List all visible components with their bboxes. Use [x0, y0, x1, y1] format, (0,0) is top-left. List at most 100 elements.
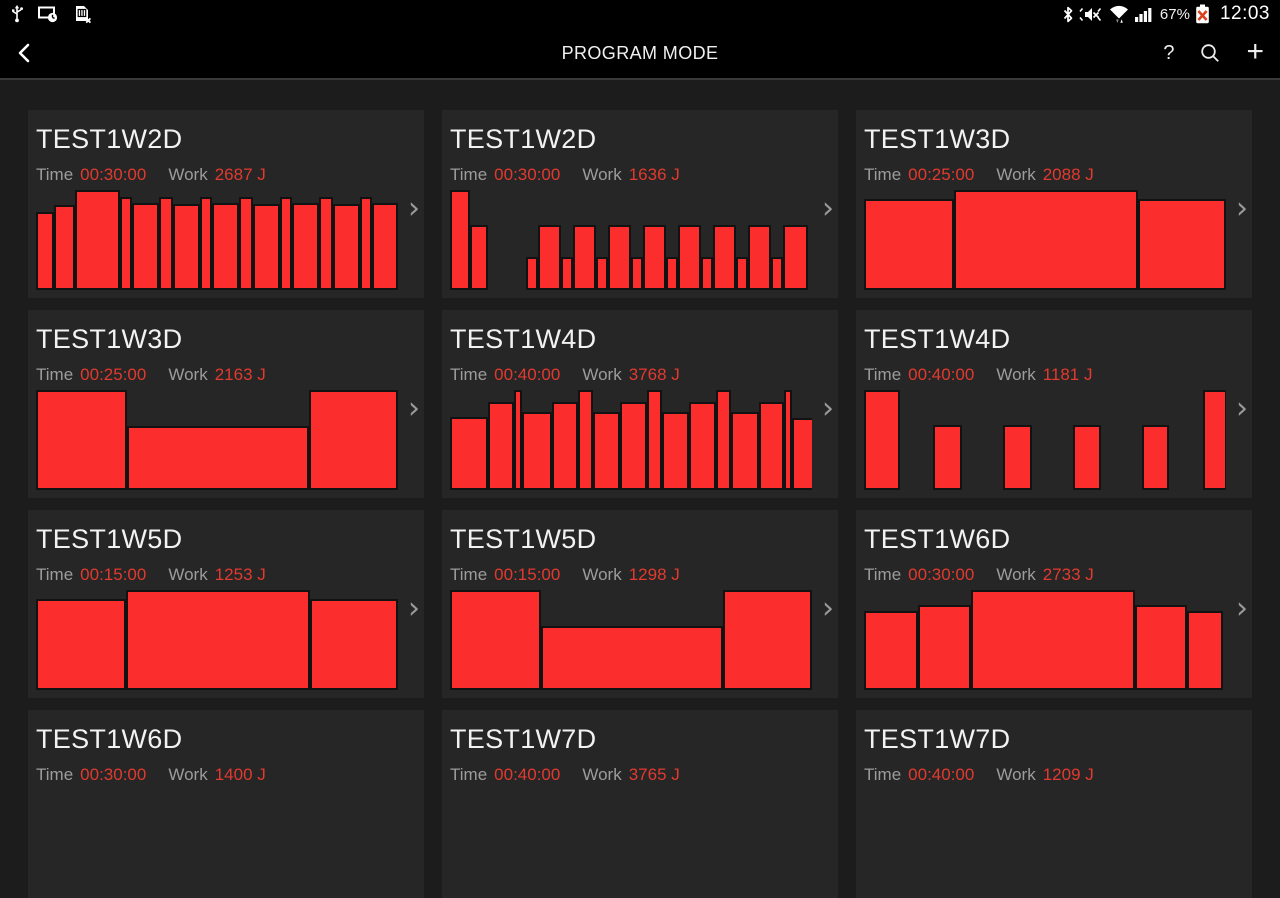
- program-chart: [36, 790, 398, 890]
- chevron-right-icon: ›: [822, 191, 834, 226]
- work-value: 1209 J: [1042, 765, 1094, 784]
- chart-bar: [450, 190, 470, 290]
- work-group: Work 1209 J: [996, 765, 1093, 785]
- chart-bar: [333, 204, 360, 290]
- time-label: Time: [864, 565, 902, 584]
- work-value: 1298 J: [628, 565, 680, 584]
- chart-bar: [36, 390, 127, 490]
- chart-bar: [1142, 425, 1169, 490]
- program-title: TEST1W6D: [36, 724, 183, 754]
- program-meta: Time 00:25:00 Work 2163 J: [36, 365, 416, 385]
- program-meta: Time 00:40:00 Work 3768 J: [450, 365, 830, 385]
- time-label: Time: [864, 765, 902, 784]
- program-meta: Time 00:40:00 Work 1209 J: [864, 765, 1244, 785]
- program-card[interactable]: TEST1W2D Time 00:30:00 Work 2687 J ›: [28, 110, 424, 298]
- chart-bar: [1135, 605, 1187, 690]
- work-group: Work 2163 J: [168, 365, 265, 385]
- chevron-right-icon: ›: [1236, 191, 1248, 226]
- chart-bar: [731, 412, 759, 490]
- search-button[interactable]: [1200, 43, 1220, 63]
- chart-bar: [1003, 425, 1032, 490]
- chart-bar: [631, 257, 643, 290]
- chevron-right-icon: ›: [1236, 391, 1248, 426]
- chart-bar: [488, 402, 514, 490]
- chart-bar: [541, 626, 723, 690]
- help-button[interactable]: ?: [1163, 41, 1175, 64]
- program-title: TEST1W7D: [864, 724, 1011, 754]
- time-value: 00:25:00: [908, 165, 975, 184]
- chart-bar: [678, 225, 701, 290]
- program-chart: [36, 590, 398, 690]
- time-value: 00:30:00: [80, 765, 147, 784]
- action-bar-actions: ? +: [1161, 34, 1266, 68]
- chart-bar: [75, 190, 120, 290]
- work-group: Work 3768 J: [582, 365, 679, 385]
- program-card[interactable]: TEST1W6D Time 00:30:00 Work 1400 J: [28, 710, 424, 898]
- mute-vibrate-icon: [1079, 6, 1103, 23]
- time-value: 00:40:00: [908, 365, 975, 384]
- chart-bar: [522, 412, 552, 490]
- program-chart: [864, 590, 1226, 690]
- chart-bar: [1073, 425, 1101, 490]
- chart-bar: [573, 225, 596, 290]
- program-meta: Time 00:30:00 Work 1400 J: [36, 765, 416, 785]
- program-card[interactable]: TEST1W3D Time 00:25:00 Work 2088 J ›: [856, 110, 1252, 298]
- chart-bar: [127, 426, 309, 490]
- chart-bar: [918, 605, 971, 690]
- program-card[interactable]: TEST1W5D Time 00:15:00 Work 1298 J ›: [442, 510, 838, 698]
- chart-bar: [864, 390, 900, 490]
- chart-bar: [212, 203, 239, 290]
- chart-bar: [723, 590, 812, 690]
- program-meta: Time 00:30:00 Work 2733 J: [864, 565, 1244, 585]
- time-value: 00:40:00: [494, 765, 561, 784]
- work-group: Work 1181 J: [996, 365, 1092, 385]
- program-card[interactable]: TEST1W3D Time 00:25:00 Work 2163 J ›: [28, 310, 424, 498]
- chart-bar: [771, 257, 783, 290]
- program-card[interactable]: TEST1W4D Time 00:40:00 Work 3768 J ›: [442, 310, 838, 498]
- chart-bar: [159, 197, 173, 290]
- time-label: Time: [450, 765, 488, 784]
- work-group: Work 2733 J: [996, 565, 1093, 585]
- program-card[interactable]: TEST1W6D Time 00:30:00 Work 2733 J ›: [856, 510, 1252, 698]
- work-group: Work 3765 J: [582, 765, 679, 785]
- chart-bar: [647, 390, 662, 490]
- add-program-button[interactable]: +: [1246, 34, 1264, 68]
- time-label: Time: [36, 565, 74, 584]
- chart-bar: [593, 412, 620, 490]
- work-group: Work 1253 J: [168, 565, 265, 585]
- chart-bar: [450, 417, 488, 490]
- work-value: 2687 J: [214, 165, 266, 184]
- time-value: 00:15:00: [80, 565, 147, 584]
- back-button[interactable]: [14, 40, 48, 66]
- program-title: TEST1W7D: [450, 724, 597, 754]
- chevron-right-icon: ›: [408, 591, 420, 626]
- chart-bar: [662, 412, 689, 490]
- chevron-right-icon: ›: [822, 591, 834, 626]
- chart-bar: [1187, 611, 1223, 690]
- chevron-right-icon: ›: [822, 391, 834, 426]
- chart-bar: [526, 257, 538, 290]
- program-card[interactable]: TEST1W4D Time 00:40:00 Work 1181 J ›: [856, 310, 1252, 498]
- program-meta: Time 00:40:00 Work 1181 J: [864, 365, 1244, 385]
- work-value: 1400 J: [214, 765, 266, 784]
- program-title: TEST1W6D: [864, 524, 1011, 554]
- time-label: Time: [36, 365, 74, 384]
- chart-bar: [319, 197, 333, 290]
- program-card[interactable]: TEST1W5D Time 00:15:00 Work 1253 J ›: [28, 510, 424, 698]
- chart-bar: [561, 257, 573, 290]
- program-card[interactable]: TEST1W7D Time 00:40:00 Work 3765 J: [442, 710, 838, 898]
- chart-bar: [716, 390, 731, 490]
- work-label: Work: [582, 565, 622, 584]
- chart-bar: [1203, 390, 1226, 490]
- work-group: Work 1636 J: [582, 165, 679, 185]
- chart-bar: [864, 199, 954, 290]
- program-meta: Time 00:40:00 Work 3765 J: [450, 765, 830, 785]
- work-value: 2088 J: [1042, 165, 1094, 184]
- program-card[interactable]: TEST1W2D Time 00:30:00 Work 1636 J ›: [442, 110, 838, 298]
- battery-percent: 67%: [1159, 5, 1190, 23]
- program-card[interactable]: TEST1W7D Time 00:40:00 Work 1209 J: [856, 710, 1252, 898]
- chart-bar: [132, 203, 159, 290]
- program-title: TEST1W5D: [450, 524, 597, 554]
- time-value: 00:40:00: [494, 365, 561, 384]
- battery-error-icon: [1195, 4, 1210, 24]
